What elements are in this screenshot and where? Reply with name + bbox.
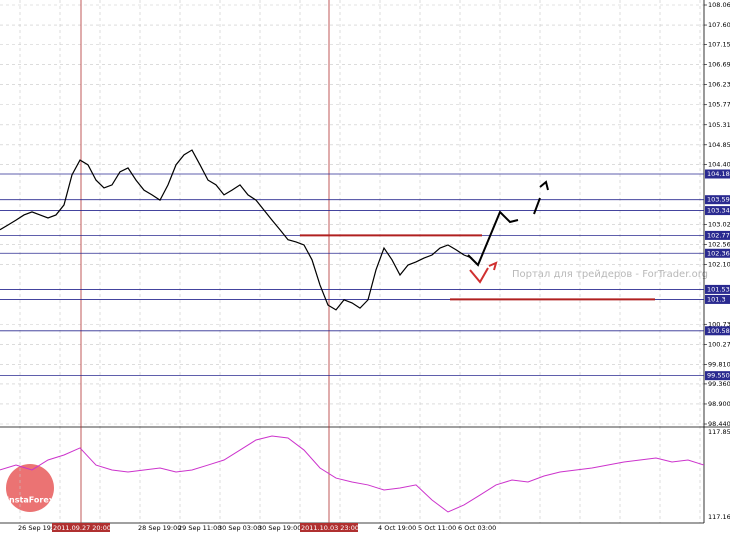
y-tick-label: 103.020: [708, 221, 730, 229]
level-label: 99.550: [707, 372, 730, 380]
level-box: [705, 230, 730, 240]
level-box: [705, 248, 730, 258]
y-tick-label: 100.730: [708, 320, 730, 328]
level-label: 103.34: [707, 207, 730, 215]
y-tick-label: 102.100: [708, 261, 730, 269]
indicator-tick-label: 117.854: [708, 428, 730, 436]
logo-text: InstaForex: [6, 496, 55, 505]
y-tick-label: 108.060: [708, 1, 730, 9]
level-box: [705, 294, 730, 304]
logo: InstaForex: [6, 464, 55, 512]
watermark: Портал для трейдеров - ForTrader.org: [512, 269, 708, 280]
y-tick-label: 99.810: [708, 360, 730, 368]
x-tick-label: 6 Oct 03:00: [458, 524, 496, 532]
level-box: [705, 326, 730, 336]
level-label: 101.3: [707, 295, 726, 303]
x-tick-label: 30 Sep 03:00: [218, 524, 261, 532]
level-box: [705, 284, 730, 294]
indicator-tick-label: 117.162: [708, 513, 730, 521]
x-tick-label: 2011.09.27 20:00: [53, 524, 111, 532]
forecast-arrow: [469, 267, 489, 284]
logo-badge: [6, 464, 54, 512]
forecast-arrow: [533, 197, 541, 215]
price-line: [0, 149, 473, 311]
x-tick-label: 30 Sep 19:00: [258, 524, 301, 532]
y-tick-label: 105.310: [708, 121, 730, 129]
y-tick-label: 107.150: [708, 41, 730, 49]
y-tick-label: 100.270: [708, 340, 730, 348]
level-box: [705, 195, 730, 205]
x-tick-label: 29 Sep 11:00: [178, 524, 221, 532]
forecast-arrow: [467, 210, 519, 267]
x-label-box: [52, 523, 110, 532]
forecast-arrow-head: [488, 261, 498, 271]
level-label: 103.59: [707, 196, 730, 204]
y-tick-label: 99.360: [708, 380, 730, 388]
level-label: 102.77: [707, 231, 730, 239]
y-tick-label: 104.850: [708, 141, 730, 149]
x-tick-label: 26 Sep 19:00: [18, 524, 61, 532]
level-label: 102.36: [707, 249, 730, 257]
x-tick-label: 28 Sep 19:00: [138, 524, 181, 532]
y-tick-label: 106.230: [708, 81, 730, 89]
level-box: [705, 206, 730, 216]
x-label-box: [300, 523, 358, 532]
y-tick-label: 107.600: [708, 21, 730, 29]
y-tick-label: 98.440: [708, 420, 730, 428]
x-tick-label: 4 Oct 19:00: [378, 524, 416, 532]
level-box: [705, 169, 730, 179]
y-tick-label: 105.770: [708, 101, 730, 109]
y-tick-label: 106.690: [708, 61, 730, 69]
y-tick-label: 104.400: [708, 160, 730, 168]
forecast-arrow-head: [539, 180, 549, 191]
y-tick-label: 102.560: [708, 241, 730, 249]
level-label: 101.53: [707, 285, 730, 293]
y-tick-label: 98.900: [708, 400, 730, 408]
x-tick-label: 2011.10.03 23:00: [301, 524, 359, 532]
level-box: [705, 371, 730, 381]
indicator-line: [0, 435, 705, 513]
level-label: 104.18: [707, 170, 730, 178]
x-tick-label: 5 Oct 11:00: [418, 524, 456, 532]
level-label: 100.58: [707, 327, 730, 335]
